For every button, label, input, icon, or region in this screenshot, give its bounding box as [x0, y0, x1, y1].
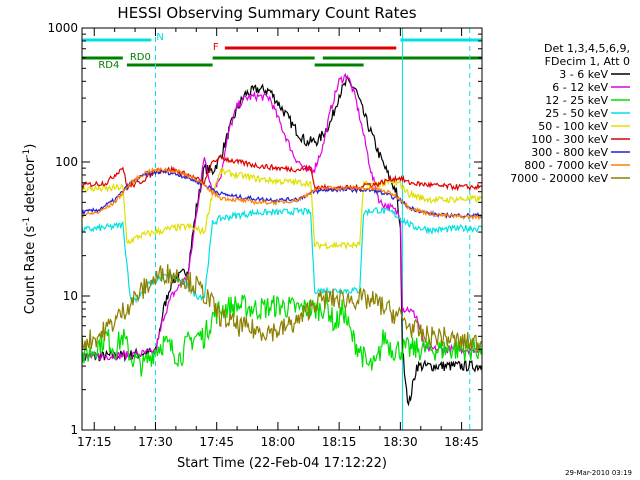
- flag-label-2: RD0: [130, 52, 151, 63]
- legend-label-3: 25 - 50 keV: [545, 107, 608, 120]
- legend-label-6: 300 - 800 keV: [531, 146, 608, 159]
- legend-header-line1: Det 1,3,4,5,6,9,: [544, 42, 630, 55]
- x-tick-label: 17:15: [77, 435, 112, 449]
- legend: Det 1,3,4,5,6,9, FDecim 1, Att 0 3 - 6 k…: [510, 42, 630, 185]
- y-tick-label: 1000: [47, 21, 78, 35]
- y-axis-label: Count Rate (s-1 detector-1): [22, 144, 38, 315]
- series-line-8: [81, 264, 483, 353]
- legend-label-4: 50 - 100 keV: [538, 120, 608, 133]
- legend-label-2: 12 - 25 keV: [545, 94, 608, 107]
- legend-label-8: 7000 - 20000 keV: [510, 172, 608, 185]
- x-tick-label: 18:45: [444, 435, 479, 449]
- x-tick-label: 17:30: [138, 435, 173, 449]
- x-tick-label: 17:45: [199, 435, 234, 449]
- chart-title: HESSI Observing Summary Count Rates: [117, 4, 416, 22]
- series-line-3: [81, 206, 483, 305]
- flag-label-0: N: [156, 32, 163, 43]
- x-tick-label: 18:00: [261, 435, 296, 449]
- x-axis-label: Start Time (22-Feb-04 17:12:22): [177, 456, 387, 471]
- series-line-7: [81, 166, 483, 221]
- x-tick-label: 18:30: [383, 435, 418, 449]
- plot-area: N F RD0 RD4: [81, 28, 483, 430]
- legend-label-1: 6 - 12 keV: [552, 81, 608, 94]
- series-line-1: [82, 72, 483, 362]
- legend-label-5: 100 - 300 keV: [531, 133, 608, 146]
- legend-label-7: 800 - 7000 keV: [524, 159, 608, 172]
- x-tick-label: 18:15: [322, 435, 357, 449]
- plot-frame: [81, 27, 483, 431]
- y-tick-label: 1: [70, 423, 78, 437]
- y-axis: 1 10 100 1000: [47, 21, 482, 437]
- flag-label-4: RD4: [98, 60, 119, 71]
- y-tick-label: 100: [55, 155, 78, 169]
- series-line-0: [81, 74, 483, 407]
- flag-label-1: F: [213, 42, 219, 53]
- legend-label-0: 3 - 6 keV: [559, 68, 608, 81]
- x-axis: 17:15 17:30 17:45 18:00 18:15 18:30 18:45: [77, 28, 483, 449]
- footer-date: 29-Mar-2010 03:19: [565, 469, 632, 477]
- legend-header-line2: FDecim 1, Att 0: [545, 55, 630, 68]
- series-line-2: [81, 294, 483, 377]
- series-line-5: [81, 154, 483, 193]
- series-line-4: [81, 166, 483, 251]
- y-tick-label: 10: [63, 289, 78, 303]
